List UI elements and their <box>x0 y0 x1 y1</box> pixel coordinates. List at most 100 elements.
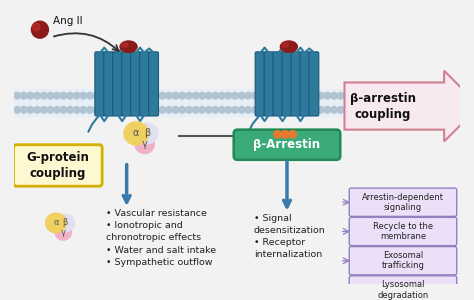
Circle shape <box>186 106 192 113</box>
FancyBboxPatch shape <box>349 276 457 300</box>
Circle shape <box>80 92 87 99</box>
Circle shape <box>377 106 383 113</box>
Text: Arrestin-dependent
signaling: Arrestin-dependent signaling <box>362 193 444 212</box>
Text: G-protein
coupling: G-protein coupling <box>27 151 89 180</box>
Circle shape <box>40 92 47 99</box>
Circle shape <box>34 92 40 99</box>
Text: α: α <box>53 218 59 227</box>
Circle shape <box>258 92 265 99</box>
Circle shape <box>87 92 93 99</box>
Circle shape <box>179 106 186 113</box>
Ellipse shape <box>46 213 66 233</box>
Circle shape <box>153 106 159 113</box>
Circle shape <box>377 92 383 99</box>
Circle shape <box>80 106 87 113</box>
Circle shape <box>126 92 133 99</box>
FancyBboxPatch shape <box>300 52 310 116</box>
Circle shape <box>344 92 351 99</box>
Circle shape <box>219 106 225 113</box>
Circle shape <box>60 106 67 113</box>
Circle shape <box>311 92 318 99</box>
Circle shape <box>437 106 443 113</box>
Circle shape <box>192 92 199 99</box>
Circle shape <box>100 92 106 99</box>
Text: • Signal: • Signal <box>254 214 292 223</box>
Circle shape <box>47 106 54 113</box>
FancyBboxPatch shape <box>273 52 283 116</box>
Circle shape <box>126 106 133 113</box>
Circle shape <box>430 106 437 113</box>
Circle shape <box>14 92 20 99</box>
Text: β: β <box>63 218 68 227</box>
Circle shape <box>291 106 298 113</box>
Circle shape <box>106 106 113 113</box>
Circle shape <box>324 92 331 99</box>
Circle shape <box>298 106 304 113</box>
Circle shape <box>450 106 456 113</box>
Circle shape <box>318 92 324 99</box>
Circle shape <box>357 92 364 99</box>
Circle shape <box>337 106 344 113</box>
Circle shape <box>344 106 351 113</box>
Circle shape <box>265 106 272 113</box>
Ellipse shape <box>135 135 155 154</box>
Circle shape <box>173 92 179 99</box>
Circle shape <box>252 106 258 113</box>
FancyBboxPatch shape <box>140 52 149 116</box>
Ellipse shape <box>55 225 72 240</box>
Text: • Sympathetic outflow: • Sympathetic outflow <box>106 258 212 267</box>
Circle shape <box>331 106 337 113</box>
Circle shape <box>32 23 40 31</box>
Circle shape <box>278 106 284 113</box>
Circle shape <box>331 92 337 99</box>
Circle shape <box>47 92 54 99</box>
FancyBboxPatch shape <box>234 130 340 160</box>
Circle shape <box>423 92 430 99</box>
Circle shape <box>113 92 119 99</box>
Circle shape <box>139 92 146 99</box>
Circle shape <box>252 92 258 99</box>
Circle shape <box>60 92 67 99</box>
Circle shape <box>225 106 232 113</box>
Circle shape <box>272 106 278 113</box>
Text: desensitization: desensitization <box>254 226 326 235</box>
Circle shape <box>304 106 311 113</box>
Circle shape <box>73 106 80 113</box>
FancyBboxPatch shape <box>349 188 457 216</box>
FancyBboxPatch shape <box>13 145 102 186</box>
Text: γ: γ <box>142 140 147 149</box>
Circle shape <box>417 106 423 113</box>
FancyBboxPatch shape <box>291 52 301 116</box>
Circle shape <box>31 21 48 38</box>
Circle shape <box>166 92 173 99</box>
Text: Lysosomal
degradation: Lysosomal degradation <box>377 280 428 300</box>
Ellipse shape <box>124 122 148 145</box>
FancyBboxPatch shape <box>282 52 292 116</box>
Circle shape <box>272 92 278 99</box>
Circle shape <box>159 92 166 99</box>
Circle shape <box>139 106 146 113</box>
FancyBboxPatch shape <box>349 217 457 246</box>
Circle shape <box>397 92 403 99</box>
Circle shape <box>179 92 186 99</box>
Circle shape <box>238 106 245 113</box>
Circle shape <box>27 106 34 113</box>
Circle shape <box>20 92 27 99</box>
Circle shape <box>430 92 437 99</box>
Circle shape <box>93 106 100 113</box>
Ellipse shape <box>56 214 75 232</box>
Circle shape <box>403 92 410 99</box>
Circle shape <box>289 130 296 138</box>
Circle shape <box>284 106 291 113</box>
Circle shape <box>351 106 357 113</box>
Text: β-Arrestin: β-Arrestin <box>254 138 320 151</box>
FancyBboxPatch shape <box>264 52 274 116</box>
Text: • Water and salt intake: • Water and salt intake <box>106 246 216 255</box>
Circle shape <box>34 106 40 113</box>
Circle shape <box>14 106 20 113</box>
Circle shape <box>192 106 199 113</box>
Circle shape <box>265 92 272 99</box>
Text: Exosomal
trafficking: Exosomal trafficking <box>382 251 424 270</box>
Circle shape <box>54 92 60 99</box>
Circle shape <box>40 106 47 113</box>
